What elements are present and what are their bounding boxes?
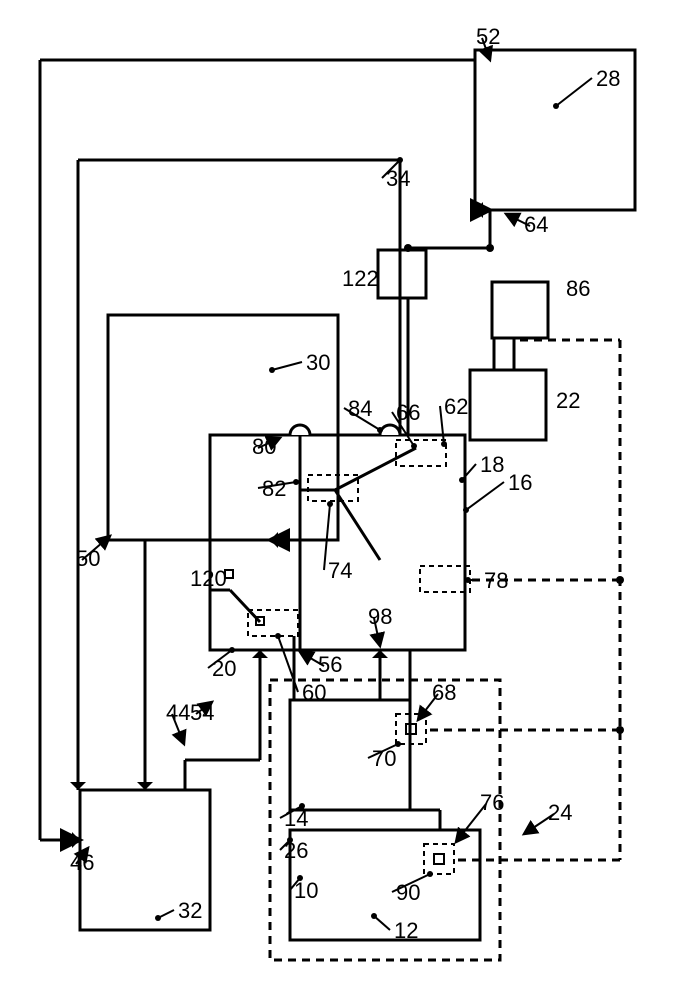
leader-30	[272, 362, 302, 370]
label-98: 98	[368, 604, 392, 629]
leader-12	[374, 916, 390, 930]
block-b122	[378, 250, 426, 298]
leader-arrow-68	[418, 694, 438, 720]
junction-0	[486, 244, 494, 252]
label-50: 50	[76, 546, 100, 571]
junction-2	[616, 576, 624, 584]
marker-s90	[434, 854, 444, 864]
label-74: 74	[328, 558, 352, 583]
label-30: 30	[306, 350, 330, 375]
leader-dot-74	[327, 501, 333, 507]
label-66: 66	[396, 400, 420, 425]
leader-dot-12	[371, 913, 377, 919]
wire-20	[335, 448, 416, 490]
leader-dot-90	[427, 871, 433, 877]
label-78: 78	[484, 568, 508, 593]
leader-dot-20	[229, 647, 235, 653]
leader-dot-18	[459, 477, 465, 483]
label-68: 68	[432, 680, 456, 705]
label-122: 122	[342, 266, 379, 291]
label-82: 82	[262, 476, 286, 501]
block-diagram: 1012141618202224262830323444465052545660…	[0, 0, 676, 1000]
junction-3	[616, 726, 624, 734]
block-b86	[492, 282, 548, 338]
label-76: 76	[480, 790, 504, 815]
label-12: 12	[394, 918, 418, 943]
port-d90	[424, 844, 454, 874]
port-d74	[308, 475, 358, 501]
label-20: 20	[212, 656, 236, 681]
label-24: 24	[548, 800, 572, 825]
leader-dot-26	[287, 837, 293, 843]
leader-dot-62	[441, 441, 447, 447]
label-52: 52	[476, 24, 500, 49]
leader-dot-28	[553, 103, 559, 109]
label-16: 16	[508, 470, 532, 495]
label-62: 62	[444, 394, 468, 419]
nub-n82	[290, 425, 310, 435]
leader-dot-34	[397, 157, 403, 163]
label-86: 86	[566, 276, 590, 301]
leader-dot-60	[275, 633, 281, 639]
label-120: 120	[190, 566, 227, 591]
leader-dot-82	[293, 479, 299, 485]
leader-dot-78	[465, 577, 471, 583]
leader-dot-14	[299, 803, 305, 809]
label-46: 46	[70, 850, 94, 875]
port-d78	[420, 566, 470, 592]
leader-dot-30	[269, 367, 275, 373]
label-60: 60	[302, 680, 326, 705]
leader-28	[556, 78, 592, 106]
label-22: 22	[556, 388, 580, 413]
label-18: 18	[480, 452, 504, 477]
leader-dot-10	[297, 875, 303, 881]
leader-dot-84	[377, 427, 383, 433]
leader-dot-32	[155, 915, 161, 921]
block-b22	[470, 370, 546, 440]
leader-dot-16	[463, 507, 469, 513]
block-b12	[290, 830, 480, 940]
label-80: 80	[252, 434, 276, 459]
label-32: 32	[178, 898, 202, 923]
leader-dot-66	[411, 443, 417, 449]
leader-16	[466, 482, 504, 510]
label-44: 44	[166, 700, 190, 725]
leader-dot-70	[395, 741, 401, 747]
label-28: 28	[596, 66, 620, 91]
